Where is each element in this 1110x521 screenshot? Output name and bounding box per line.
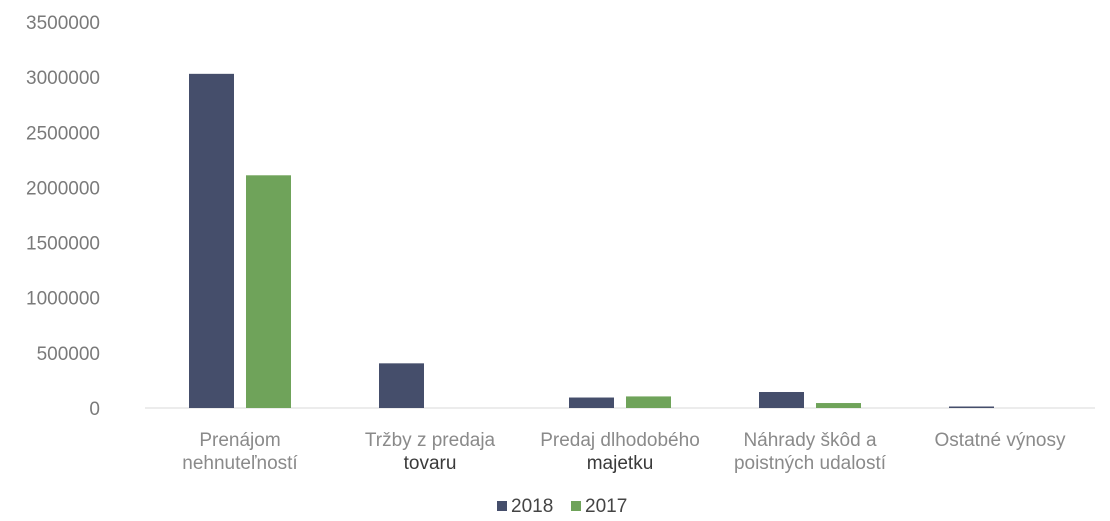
x-category-label: Predaj dlhodobého — [540, 430, 700, 451]
y-tick-label: 3000000 — [26, 68, 100, 89]
bar-2018-1 — [379, 363, 424, 408]
bar-2018-4 — [949, 406, 994, 408]
legend-swatch-2018 — [497, 501, 507, 511]
x-category-label: majetku — [587, 453, 654, 474]
bar-2017-3 — [816, 403, 861, 408]
bar-2018-3 — [759, 392, 804, 408]
bar-2017-0 — [246, 175, 291, 408]
y-tick-label: 2000000 — [26, 178, 100, 199]
y-tick-label: 0 — [89, 399, 100, 420]
y-tick-label: 1500000 — [26, 234, 100, 255]
y-tick-label: 3500000 — [26, 13, 100, 34]
x-category-label: Náhrady škôd a — [743, 430, 877, 451]
bar-2017-2 — [626, 396, 671, 408]
x-category-label: poistných udalostí — [734, 453, 887, 474]
x-category-label: nehnuteľností — [182, 453, 298, 474]
bar-2018-2 — [569, 397, 614, 408]
bars — [189, 73, 994, 408]
x-category-label: Ostatné výnosy — [935, 430, 1066, 451]
y-axis: 0 500000 1000000 1500000 2000000 2500000 30000… — [26, 13, 100, 420]
x-category-label: Prenájom — [199, 430, 280, 451]
legend: 2018 2017 — [497, 496, 627, 517]
x-category-label: tovaru — [404, 453, 457, 474]
legend-label: 2017 — [585, 496, 627, 517]
y-tick-label: 2500000 — [26, 123, 100, 144]
legend-label: 2018 — [511, 496, 553, 517]
legend-swatch-2017 — [571, 501, 581, 511]
y-tick-label: 500000 — [37, 344, 100, 365]
y-tick-label: 1000000 — [26, 289, 100, 310]
x-category-label: Tržby z predaja — [365, 430, 496, 451]
bar-2018-0 — [189, 73, 234, 408]
